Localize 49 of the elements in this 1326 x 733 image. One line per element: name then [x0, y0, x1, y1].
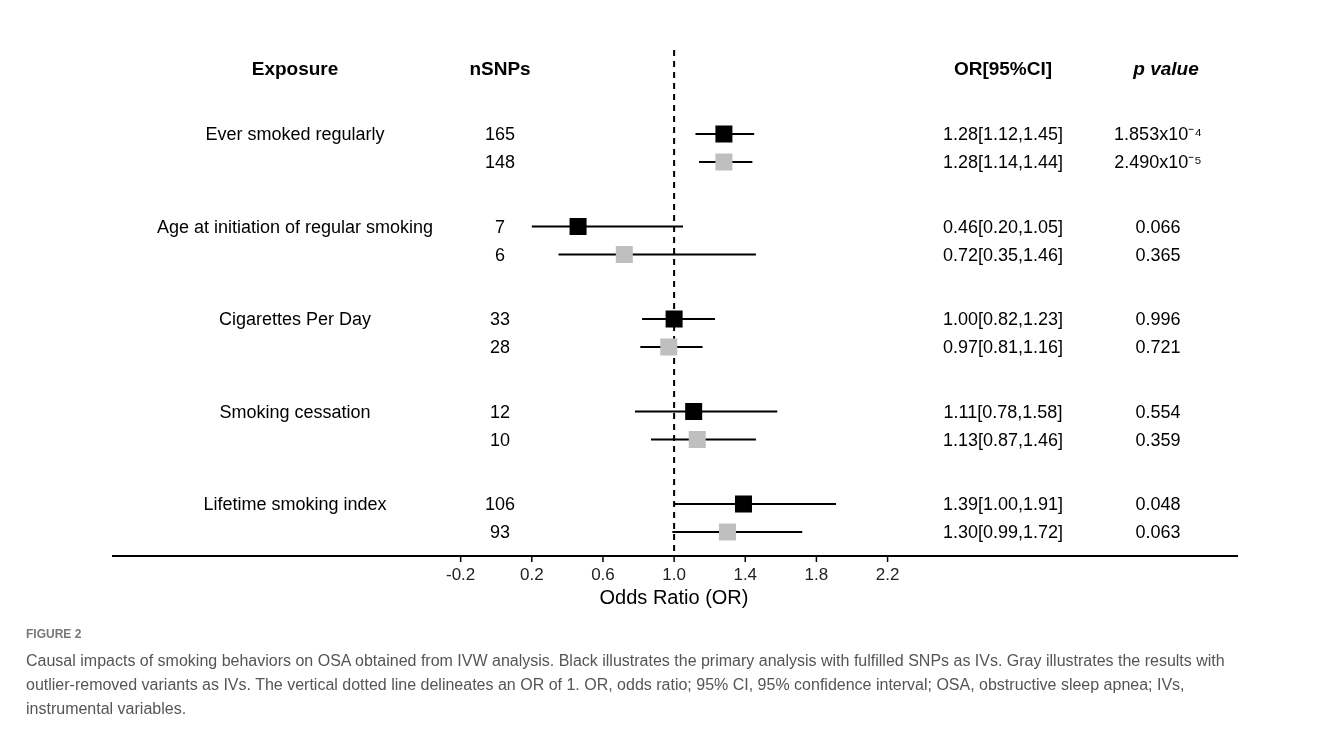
text: p value — [1132, 58, 1200, 79]
annotation: 1.30[0.99,1.72] — [942, 522, 1064, 542]
annotation: 0.996 — [1135, 309, 1181, 329]
y-axis-title: Exposure — [251, 58, 339, 79]
annotation: 1.853x10⁻⁴ — [1114, 124, 1202, 144]
annotation: 1.13[0.87,1.46] — [942, 429, 1064, 450]
annotation: 0.721 — [1135, 337, 1181, 357]
annotation: 12 — [489, 401, 511, 422]
annotation: 0.359 — [1135, 429, 1181, 450]
annotation: 2.490x10⁻⁵ — [1114, 152, 1202, 172]
annotation: 6 — [494, 244, 506, 265]
annotation: 106 — [484, 494, 516, 514]
annotation: 1.11[0.78,1.58] — [943, 401, 1063, 422]
annotation: 7 — [494, 216, 506, 237]
y-tick-label: Cigarettes Per Day — [218, 309, 372, 329]
y-tick-label: Smoking cessation — [219, 401, 371, 422]
x-tick-label: 0.2 — [519, 565, 544, 584]
annotation: 1.00[0.82,1.23] — [942, 309, 1064, 329]
annotation: 0.72[0.35,1.46] — [942, 244, 1064, 265]
annotation: 1.28[1.14,1.44] — [942, 152, 1064, 172]
text: Causal impacts of smoking behaviors on OSA obtained from IVW analysis. Black illustrates the primary analysis with fulfilled SNPs as IVs. Gray illustrates the results with outlier-removed variants as IVs. The vertical dotted line delineates an OR of 1. OR, odds ratio; 95% CI, 95% confidence interval; OSA, obstructive sleep apnea; IVs, instrumental variables. — [26, 652, 1225, 717]
text: nSNPs — [469, 58, 531, 79]
text: OR[95%CI] — [953, 58, 1053, 79]
annotation: 1.39[1.00,1.91] — [942, 494, 1064, 514]
x-tick-label: 1.0 — [662, 565, 686, 584]
x-tick-label: -0.2 — [446, 565, 476, 584]
annotation: 0.554 — [1135, 401, 1181, 422]
annotation: 0.97[0.81,1.16] — [942, 337, 1064, 357]
x-tick-label: 1.8 — [804, 565, 829, 584]
annotation: 1.28[1.12,1.45] — [942, 124, 1064, 144]
annotation: 0.46[0.20,1.05] — [942, 216, 1064, 237]
annotation: 0.365 — [1135, 244, 1181, 265]
annotation: 28 — [489, 337, 511, 357]
caption: FIGURE 2 — [26, 627, 82, 641]
annotation: 148 — [484, 152, 516, 172]
y-tick-label: Lifetime smoking index — [203, 494, 387, 514]
annotation: 0.048 — [1135, 494, 1181, 514]
x-tick-label: 2.2 — [875, 565, 900, 584]
annotation: 0.063 — [1135, 522, 1181, 542]
annotation: 93 — [489, 522, 511, 542]
annotation: 0.066 — [1135, 216, 1181, 237]
annotation: 165 — [484, 124, 516, 144]
annotation: 10 — [489, 429, 511, 450]
x-tick-label: 1.4 — [733, 565, 758, 584]
x-tick-label: 0.6 — [591, 565, 615, 584]
x-axis-title: Odds Ratio (OR) — [599, 586, 749, 608]
y-tick-label: Age at initiation of regular smoking — [156, 216, 434, 237]
annotation: 33 — [489, 309, 511, 329]
y-tick-label: Ever smoked regularly — [205, 124, 385, 144]
